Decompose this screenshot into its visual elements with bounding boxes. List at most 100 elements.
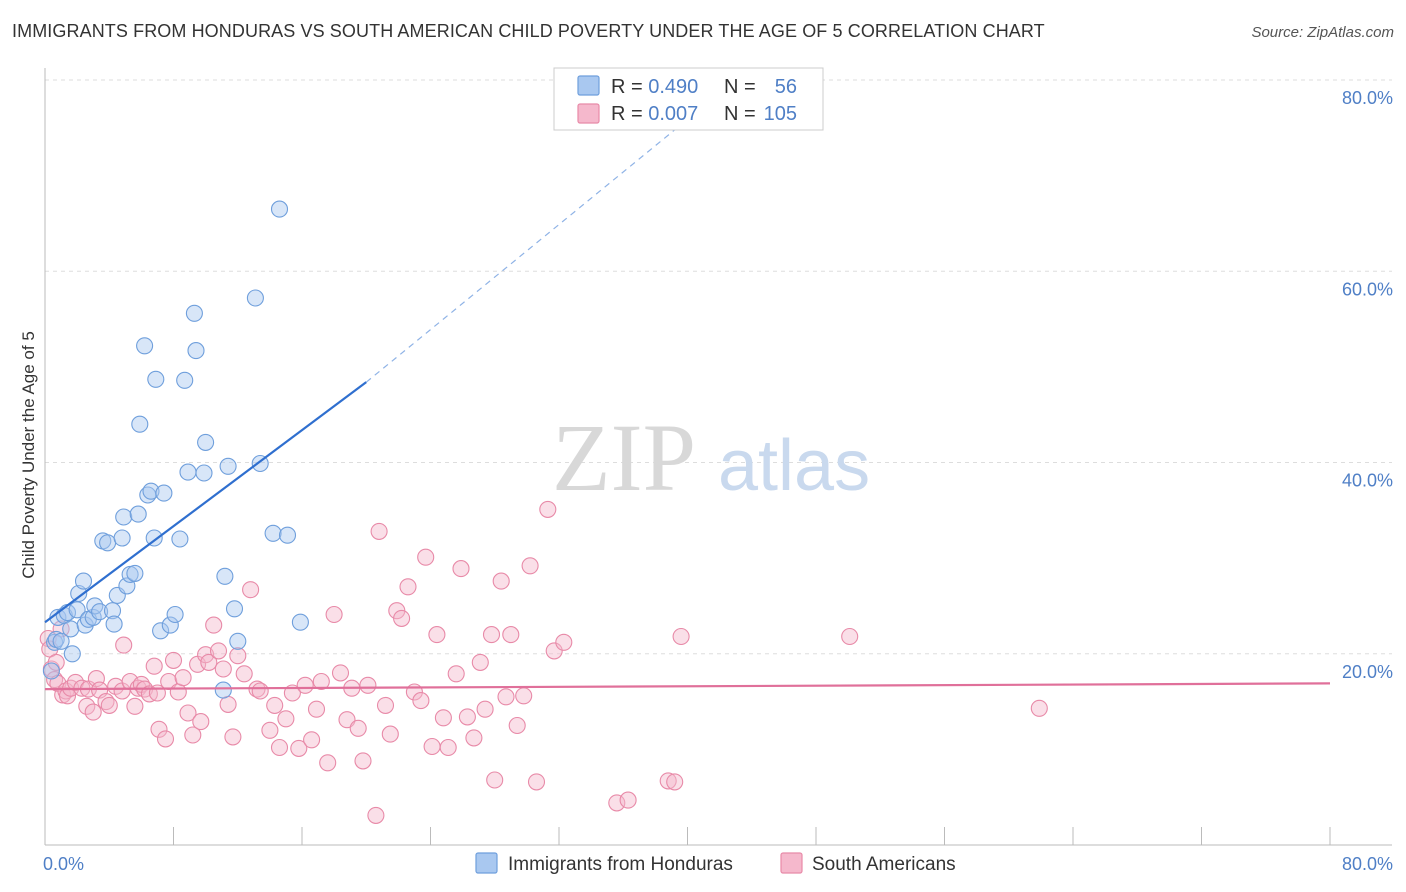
honduras-point-1	[46, 633, 64, 651]
south-americans-point-64	[325, 605, 343, 624]
south-americans-point-65	[331, 664, 350, 682]
honduras-point-0	[42, 662, 60, 680]
honduras-point-32	[145, 529, 163, 547]
honduras-point-11	[74, 572, 93, 590]
south-americans-point-72	[370, 522, 388, 540]
south-americans-point-99	[527, 773, 546, 791]
south-americans-point-47	[224, 728, 242, 746]
x-tick-label-0: 0.0%	[43, 854, 84, 874]
south-americans-point-96	[508, 716, 526, 735]
south-americans-point-31	[150, 720, 168, 738]
tick-labels: 20.0% 40.0% 60.0% 80.0% 0.0% 80.0%	[43, 88, 1393, 874]
honduras-point-40	[179, 463, 197, 481]
south-americans-point-108	[841, 627, 859, 646]
south-americans-point-42	[200, 653, 218, 671]
south-americans-point-38	[184, 726, 202, 744]
south-americans-trend-line	[44, 682, 1331, 691]
honduras-point-37	[166, 605, 184, 624]
south-americans-point-29	[145, 657, 163, 675]
chart-title: IMMIGRANTS FROM HONDURAS VS SOUTH AMERIC…	[12, 21, 1045, 41]
south-americans-point-44	[209, 642, 228, 660]
honduras-point-52	[264, 524, 282, 542]
series-legend: Immigrants from Honduras South Americans	[475, 852, 956, 875]
south-americans-point-85	[447, 665, 465, 683]
south-americans-point-100	[539, 500, 557, 518]
south-americans-point-107	[672, 627, 690, 646]
south-americans-point-32	[156, 730, 175, 748]
south-americans-point-24	[126, 697, 144, 715]
south-americans-point-70	[359, 676, 377, 694]
south-americans-point-36	[174, 669, 192, 687]
south-americans-point-94	[497, 688, 515, 706]
south-americans-point-74	[381, 725, 399, 743]
south-americans-point-76	[393, 609, 411, 627]
honduras-point-7	[62, 620, 80, 638]
south-americans-point-87	[458, 708, 476, 726]
honduras-point-50	[246, 289, 264, 307]
honduras-point-48	[225, 600, 244, 618]
south-americans-point-43	[205, 616, 223, 634]
south-americans-point-88	[465, 729, 483, 747]
honduras-point-31	[142, 482, 160, 500]
bottom-legend-label-honduras: Immigrants from Honduras	[508, 854, 733, 875]
honduras-point-38	[171, 530, 189, 548]
honduras-point-53	[270, 200, 289, 218]
bottom-legend-swatch-south-americans	[780, 852, 803, 874]
south-americans-point-4	[47, 653, 65, 671]
south-americans-point-55	[270, 738, 289, 757]
honduras-point-8	[63, 645, 81, 663]
south-americans-point-68	[349, 719, 367, 737]
legend-n-value-1: 56	[775, 76, 797, 98]
south-americans-point-45	[214, 660, 232, 678]
honduras-point-47	[219, 457, 237, 475]
south-americans-point-59	[296, 676, 314, 694]
south-americans-point-84	[439, 738, 457, 757]
axes	[44, 68, 1392, 846]
south-americans-point-103	[608, 794, 626, 812]
honduras-trend-line	[44, 381, 367, 624]
south-americans-point-104	[619, 791, 637, 809]
south-americans-point-82	[428, 626, 446, 644]
south-americans-point-35	[169, 683, 187, 701]
legend-n-label-2: N =	[724, 103, 756, 125]
south-americans-point-91	[482, 626, 501, 644]
series-honduras	[42, 200, 309, 699]
y-tick-label-1: 40.0%	[1342, 471, 1393, 491]
south-americans-point-80	[417, 548, 435, 566]
honduras-point-41	[185, 304, 203, 322]
honduras-point-46	[216, 567, 234, 585]
south-americans-point-53	[261, 721, 279, 739]
honduras-point-4	[52, 632, 70, 650]
honduras-point-39	[176, 371, 194, 389]
honduras-point-42	[187, 342, 205, 360]
south-americans-point-81	[423, 737, 441, 756]
south-americans-point-92	[486, 771, 504, 789]
honduras-point-19	[103, 602, 122, 620]
south-americans-point-71	[367, 806, 385, 824]
south-americans-point-52	[251, 682, 269, 700]
y-tick-label-3: 80.0%	[1342, 88, 1393, 108]
south-americans-point-56	[277, 710, 295, 728]
svg-text:R = 0.490: R = 0.490	[611, 76, 698, 98]
south-americans-point-60	[303, 731, 321, 749]
legend-swatch-south-americans	[577, 103, 600, 124]
south-americans-point-61	[307, 700, 326, 718]
honduras-point-54	[278, 526, 297, 544]
south-americans-point-109	[1030, 699, 1048, 717]
y-tick-label-0: 20.0%	[1342, 662, 1393, 682]
south-americans-point-95	[502, 626, 520, 644]
watermark: ZIP atlas	[552, 404, 870, 511]
south-americans-point-22	[115, 636, 133, 654]
bottom-legend-label-south-americans: South Americans	[812, 854, 956, 875]
south-americans-point-77	[399, 578, 417, 596]
honduras-point-55	[291, 613, 309, 631]
south-americans-point-13	[78, 697, 96, 715]
honduras-point-29	[136, 337, 154, 355]
south-americans-point-106	[666, 773, 684, 791]
series-south-americans	[39, 500, 1048, 824]
y-axis-label: Child Poverty Under the Age of 5	[19, 331, 38, 579]
honduras-point-23	[115, 508, 133, 526]
honduras-point-16	[91, 603, 109, 621]
trend-lines	[44, 79, 1331, 691]
